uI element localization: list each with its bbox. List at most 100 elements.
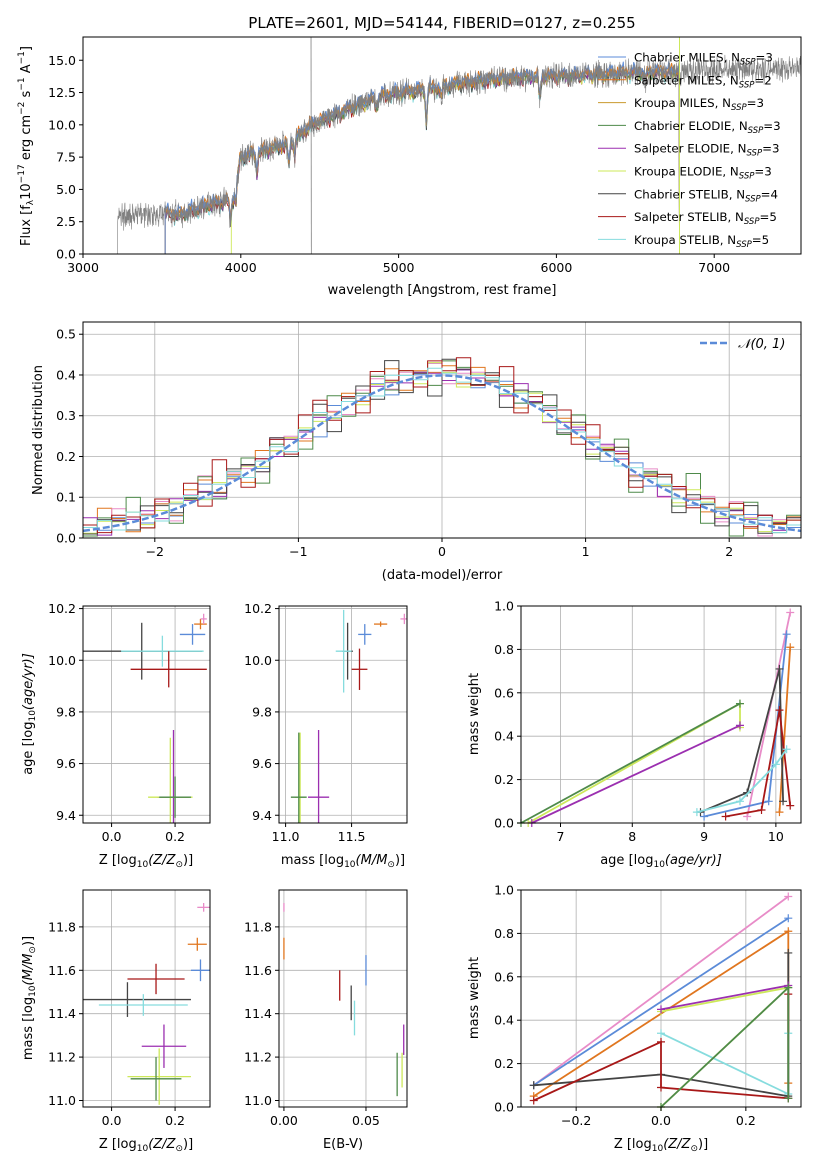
weight-vs-age-ticks: 7 8 9 10 0.0 0.2 0.4 0.6 0.8 1.0 [494,599,784,845]
weight-point-marker [786,801,795,810]
legend-label: Salpeter MILES, NSSP=2 [634,73,772,90]
weight-point-marker [657,1029,665,1038]
y-tick-label: 1.0 [494,883,514,898]
age-vs-z-panel: 0.0 0.29.49.69.810.010.2 Z [log10(Z/Z⊙)] … [21,601,211,870]
y-tick-label: 0.4 [494,729,514,744]
x-tick-label: 10 [768,829,784,844]
histogram-marks [82,357,802,538]
weight-point-marker [775,706,784,715]
weight-point-marker [784,914,793,923]
y-tick-label: 10.0 [48,653,76,668]
weight-vs-z-ticks: −0.2 0.0 0.2 0.0 0.2 0.4 0.6 0.8 1.0 [494,883,756,1129]
weight-point-marker [757,805,766,814]
spectrum-marks [117,36,802,255]
x-tick-label: 3000 [67,260,99,275]
x-tick-label: 5000 [383,260,415,275]
legend-label: Kroupa ELODIE, NSSP=3 [634,165,772,182]
y-tick-label: 15.0 [48,53,76,68]
mass-vs-ebv-frame [278,889,408,1108]
weight-point-marker [771,760,780,769]
mass-vs-z-ylabel: mass [log10(M/M⊙)] [21,936,38,1060]
x-tick-label: 6000 [541,260,573,275]
weight-vs-age-panel: 7 8 9 10 0.0 0.2 0.4 0.6 0.8 1.0 age [log10(age/y… [467,599,802,870]
x-tick-label: 0.2 [165,1113,185,1128]
age-vs-z-ticks: 0.0 0.2 9.4 9.6 9.8 10.0 10.2 [48,601,185,844]
y-tick-label: 5.0 [56,182,76,197]
y-tick-label: 9.6 [56,756,76,771]
y-tick-label: 12.5 [48,85,76,100]
mass-vs-ebv-panel: 0.00 0.05 11.0 11.2 11.4 11.6 11.8 E(B-V) [244,889,408,1152]
weight-vs-age-marks [517,608,795,827]
age-vs-z-frame [82,605,211,824]
x-tick-label: −2 [146,544,164,559]
y-tick-label: 0.2 [56,449,76,464]
legend-label: Kroupa MILES, NSSP=3 [634,96,764,113]
histogram-step [82,357,802,538]
y-tick-label: 10.0 [48,117,76,132]
mass-vs-ebv-ticks: 0.00 0.05 11.0 11.2 11.4 11.6 11.8 [244,919,380,1128]
mass-vs-ebv-grid [279,890,407,1107]
x-tick-label: 0.0 [102,1113,122,1128]
weight-vs-z-marks [529,892,793,1111]
y-tick-label: 11.6 [244,963,272,978]
y-tick-label: 0.0 [56,247,76,262]
mass-vs-z-ticks: 0.0 0.2 11.0 11.2 11.4 11.6 11.8 [48,919,185,1128]
y-tick-label: 9.8 [252,704,272,719]
model-spectrum-line [230,64,680,255]
histogram-panel: −2 −1 0 1 2 0.0 0.1 0.2 0.3 0.4 0.5 (data-model)/e… [31,321,802,583]
spectrum-xlabel: wavelength [Angstrom, rest frame] [328,283,557,298]
y-tick-label: 0.2 [494,1056,514,1071]
weight-line [700,668,784,813]
weight-point-marker [657,1083,665,1092]
y-tick-label: 11.4 [244,1006,272,1021]
weight-line [703,634,788,818]
histogram-ylabel: Normed distribution [31,365,46,495]
weight-point-marker [735,797,744,806]
spectrum-ticks: 3000 4000 5000 6000 7000 0.0 2.5 5.0 7.5 10.0 12.5… [48,53,730,275]
x-tick-label: 0 [438,544,446,559]
weight-point-marker [782,745,791,754]
age-vs-mass-marks [290,609,407,823]
weight-point-marker [743,812,752,821]
x-tick-label: 0.2 [165,829,185,844]
x-tick-label: −1 [289,544,307,559]
weight-point-marker [786,608,795,617]
y-tick-label: 0.2 [494,772,514,787]
weight-line [778,647,792,813]
weight-point-marker [784,892,793,901]
figure-title: PLATE=2601, MJD=54144, FIBERID=0127, z=0… [248,14,635,32]
weight-point-marker [784,948,793,957]
y-tick-label: 0.5 [56,327,76,342]
x-tick-label: 7000 [698,260,730,275]
legend-label: Kroupa STELIB, NSSP=5 [634,233,769,250]
y-tick-label: 9.4 [252,808,272,823]
y-tick-label: 0.1 [56,490,76,505]
weight-line [660,984,789,1011]
y-tick-label: 0.8 [494,926,514,941]
y-tick-label: 0.4 [494,1013,514,1028]
weight-point-marker [735,721,744,730]
weight-vs-age-frame [520,605,802,824]
y-tick-label: 11.2 [244,1050,272,1065]
y-tick-label: 7.5 [56,150,76,165]
observed-spectrum-line [117,54,802,254]
legend-label: Chabrier MILES, NSSP=3 [634,51,773,68]
y-tick-label: 11.8 [244,919,272,934]
mass-vs-z-xlabel: Z [log10(Z/Z⊙)] [99,1137,193,1154]
weight-point-marker [784,1094,793,1103]
x-tick-label: 0.0 [651,1113,671,1128]
x-tick-label: 9 [700,829,708,844]
y-tick-label: 2.5 [56,214,76,229]
age-vs-mass-ticks: 11.0 11.5 9.4 9.6 9.8 10.0 10.2 [244,601,365,844]
y-tick-label: 10.2 [244,601,272,616]
x-tick-label: 0.0 [102,829,122,844]
mass-vs-z-panel: 0.0 0.2 11.0 11.2 11.4 11.6 11.8 Z [log10(Z/Z⊙… [21,889,211,1154]
normal-legend-label: 𝒩(0, 1) [738,337,785,352]
spectrum-panel: 3000 4000 5000 6000 7000 0.0 2.5 5.0 7.5 10.0 12.5… [17,36,802,298]
weight-vs-z-panel: −0.2 0.0 0.2 0.0 0.2 0.4 0.6 0.8 1.0 Z [log10(Z/… [467,883,802,1154]
y-tick-label: 9.4 [56,808,76,823]
weight-point-marker [782,630,791,639]
weight-line [696,748,788,813]
age-vs-z-grid [83,606,210,823]
